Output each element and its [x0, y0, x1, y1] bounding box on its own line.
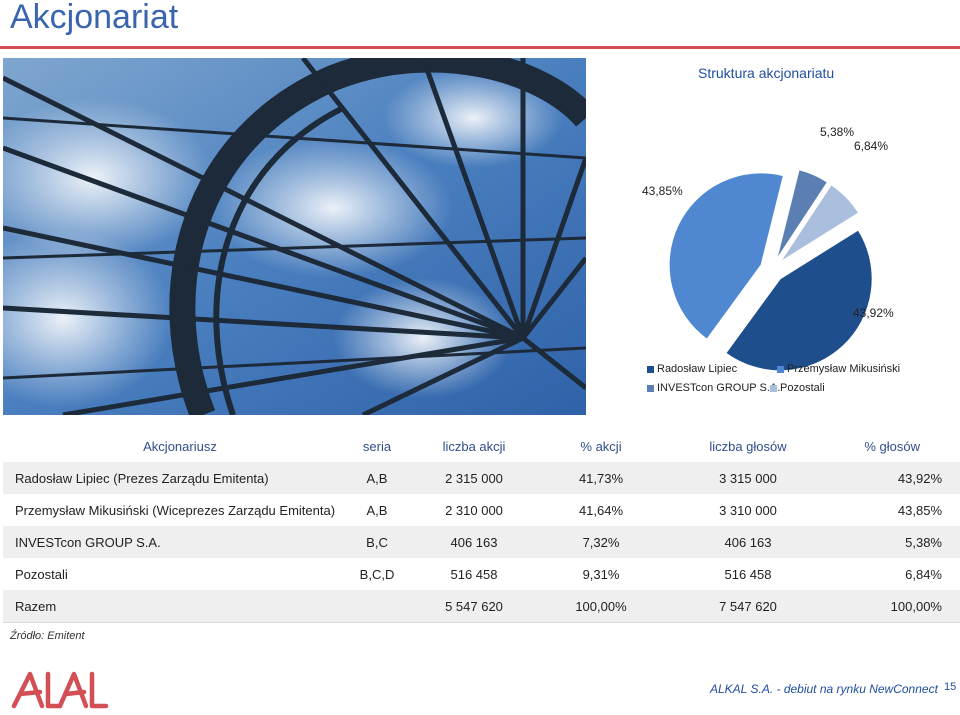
cell-name: Razem — [3, 590, 346, 623]
pie-slice-mikusinski — [668, 172, 784, 340]
header-liczba-glosow: liczba głosów — [709, 438, 787, 454]
table-row: Przemysław Mikusiński (Wiceprezes Zarząd… — [3, 494, 960, 526]
legend-label: Pozostali — [780, 382, 825, 394]
pie-slice-pozostali — [780, 184, 860, 263]
legend-swatch — [647, 384, 654, 392]
cell-votes: 516 458 — [724, 566, 772, 582]
page-number: 15 — [944, 681, 957, 693]
cell-votes: 3 310 000 — [719, 502, 777, 518]
dome-photo — [3, 58, 586, 415]
page-title: Akcjonariat — [10, 0, 179, 36]
header-procent-akcji: % akcji — [580, 438, 622, 454]
legend-swatch — [647, 365, 654, 373]
cell-shares-pct: 7,32% — [540, 526, 662, 558]
legend-item-investcon: INVESTcon GROUP S.A. — [647, 382, 780, 394]
legend-swatch — [777, 365, 784, 373]
cell-shares: 516 458 — [450, 566, 498, 582]
cell-votes-pct: 5,38% — [834, 526, 960, 558]
pie-label-lipiec: 43,92% — [853, 306, 894, 320]
pie-chart-panel: Struktura akcjonariatu 6,84% 5,38% 43,85… — [586, 58, 960, 415]
chart-title: Struktura akcjonariatu — [698, 65, 835, 81]
cell-seria: B,C,D — [359, 566, 395, 582]
source-note: Źródło: Emitent — [10, 630, 85, 642]
pie-slice-investcon — [776, 169, 829, 260]
cell-votes: 3 315 000 — [662, 462, 834, 494]
header-seria: seria — [362, 438, 392, 454]
cell-seria: A,B — [346, 462, 408, 494]
legend-label: INVESTcon GROUP S.A. — [657, 382, 781, 394]
table-row: INVESTcon GROUP S.A. B,C 406 163 7,32% 4… — [3, 526, 960, 558]
alkal-logo — [10, 668, 110, 715]
cell-name: INVESTcon GROUP S.A. — [3, 526, 346, 558]
title-divider — [0, 46, 960, 49]
table-row: Radosław Lipiec (Prezes Zarządu Emitenta… — [3, 462, 960, 494]
cell-shares-pct: 41,64% — [578, 502, 624, 518]
header-procent-glosow: % głosów — [864, 438, 920, 454]
legend-item-lipiec: Radosław Lipiec — [647, 363, 737, 375]
pie-label-mikusinski: 43,85% — [642, 184, 683, 198]
cell-name: Pozostali — [15, 566, 68, 582]
header-liczba-akcji: liczba akcji — [442, 438, 506, 454]
cell-shares: 2 310 000 — [445, 502, 503, 518]
cell-seria: B,C — [346, 526, 408, 558]
cell-votes-pct: 43,92% — [834, 462, 960, 494]
legend-label: Radosław Lipiec — [657, 363, 738, 375]
cell-shares-pct: 41,73% — [540, 462, 662, 494]
header-akcjonariusz: Akcjonariusz — [143, 438, 217, 454]
cell-shares: 2 315 000 — [408, 462, 540, 494]
cell-name: Przemysław Mikusiński (Wiceprezes Zarząd… — [15, 502, 336, 518]
pie-label-pozostali: 6,84% — [854, 139, 889, 153]
cell-votes-pct: 6,84% — [905, 566, 942, 582]
pie-slice-lipiec — [725, 229, 873, 372]
cell-shares: 5 547 620 — [408, 590, 540, 623]
shareholders-table: Akcjonariusz seria liczba akcji % akcji … — [3, 430, 960, 623]
legend-item-pozostali: Pozostali — [770, 382, 825, 394]
pie-label-investcon: 5,38% — [820, 125, 855, 139]
legend-item-mikusinski: Przemysław Mikusiński — [777, 363, 900, 375]
legend-swatch — [770, 384, 777, 392]
table-row-total: Razem 5 547 620 100,00% 7 547 620 100,00… — [3, 590, 960, 623]
cell-votes: 406 163 — [662, 526, 834, 558]
cell-votes: 7 547 620 — [662, 590, 834, 623]
cell-shares-pct: 100,00% — [540, 590, 662, 623]
cell-votes-pct: 100,00% — [834, 590, 960, 623]
cell-seria — [346, 590, 408, 623]
legend-label: Przemysław Mikusiński — [787, 363, 901, 375]
cell-votes-pct: 43,85% — [897, 502, 942, 518]
cell-shares-pct: 9,31% — [582, 566, 620, 582]
pie-chart — [668, 169, 873, 372]
footer-text: ALKAL S.A. - debiut na rynku NewConnect — [710, 682, 938, 696]
cell-shares: 406 163 — [408, 526, 540, 558]
table-row: Pozostali B,C,D 516 458 9,31% 516 458 6,… — [3, 558, 960, 590]
cell-name: Radosław Lipiec (Prezes Zarządu Emitenta… — [3, 462, 346, 494]
cell-seria: A,B — [366, 502, 388, 518]
table-header-row: Akcjonariusz seria liczba akcji % akcji … — [3, 430, 960, 462]
